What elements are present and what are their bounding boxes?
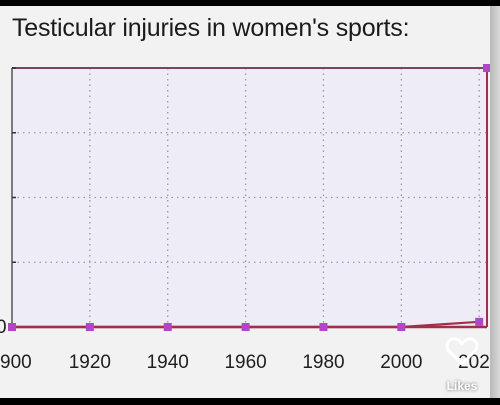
- data-point: [163, 323, 172, 331]
- data-point: [8, 323, 16, 331]
- x-tick-label: 1960: [224, 352, 266, 373]
- x-tick-label: 1980: [302, 352, 344, 373]
- screenshot-frame: Testicular injuries in women's sports: 9…: [0, 6, 500, 398]
- data-point: [397, 323, 406, 331]
- likes-label: Likes: [446, 379, 478, 393]
- grid-lines: [12, 68, 487, 327]
- chart-title: Testicular injuries in women's sports:: [12, 14, 410, 42]
- series-group: [8, 64, 491, 331]
- side-scrollbar: [490, 6, 500, 398]
- x-tick-label: 1920: [69, 352, 111, 373]
- data-point: [85, 323, 94, 331]
- y-tick-label: 0: [0, 317, 7, 338]
- data-point: [319, 323, 328, 331]
- likes-overlay[interactable]: Likes: [437, 335, 487, 395]
- heart-outline-icon[interactable]: [445, 335, 479, 367]
- x-tick-label: 900: [0, 352, 32, 373]
- x-tick-label: 2000: [380, 352, 422, 373]
- data-point: [241, 323, 250, 331]
- x-tick-label: 1940: [147, 352, 189, 373]
- data-point-endpoint: [483, 64, 491, 72]
- data-point: [475, 317, 484, 326]
